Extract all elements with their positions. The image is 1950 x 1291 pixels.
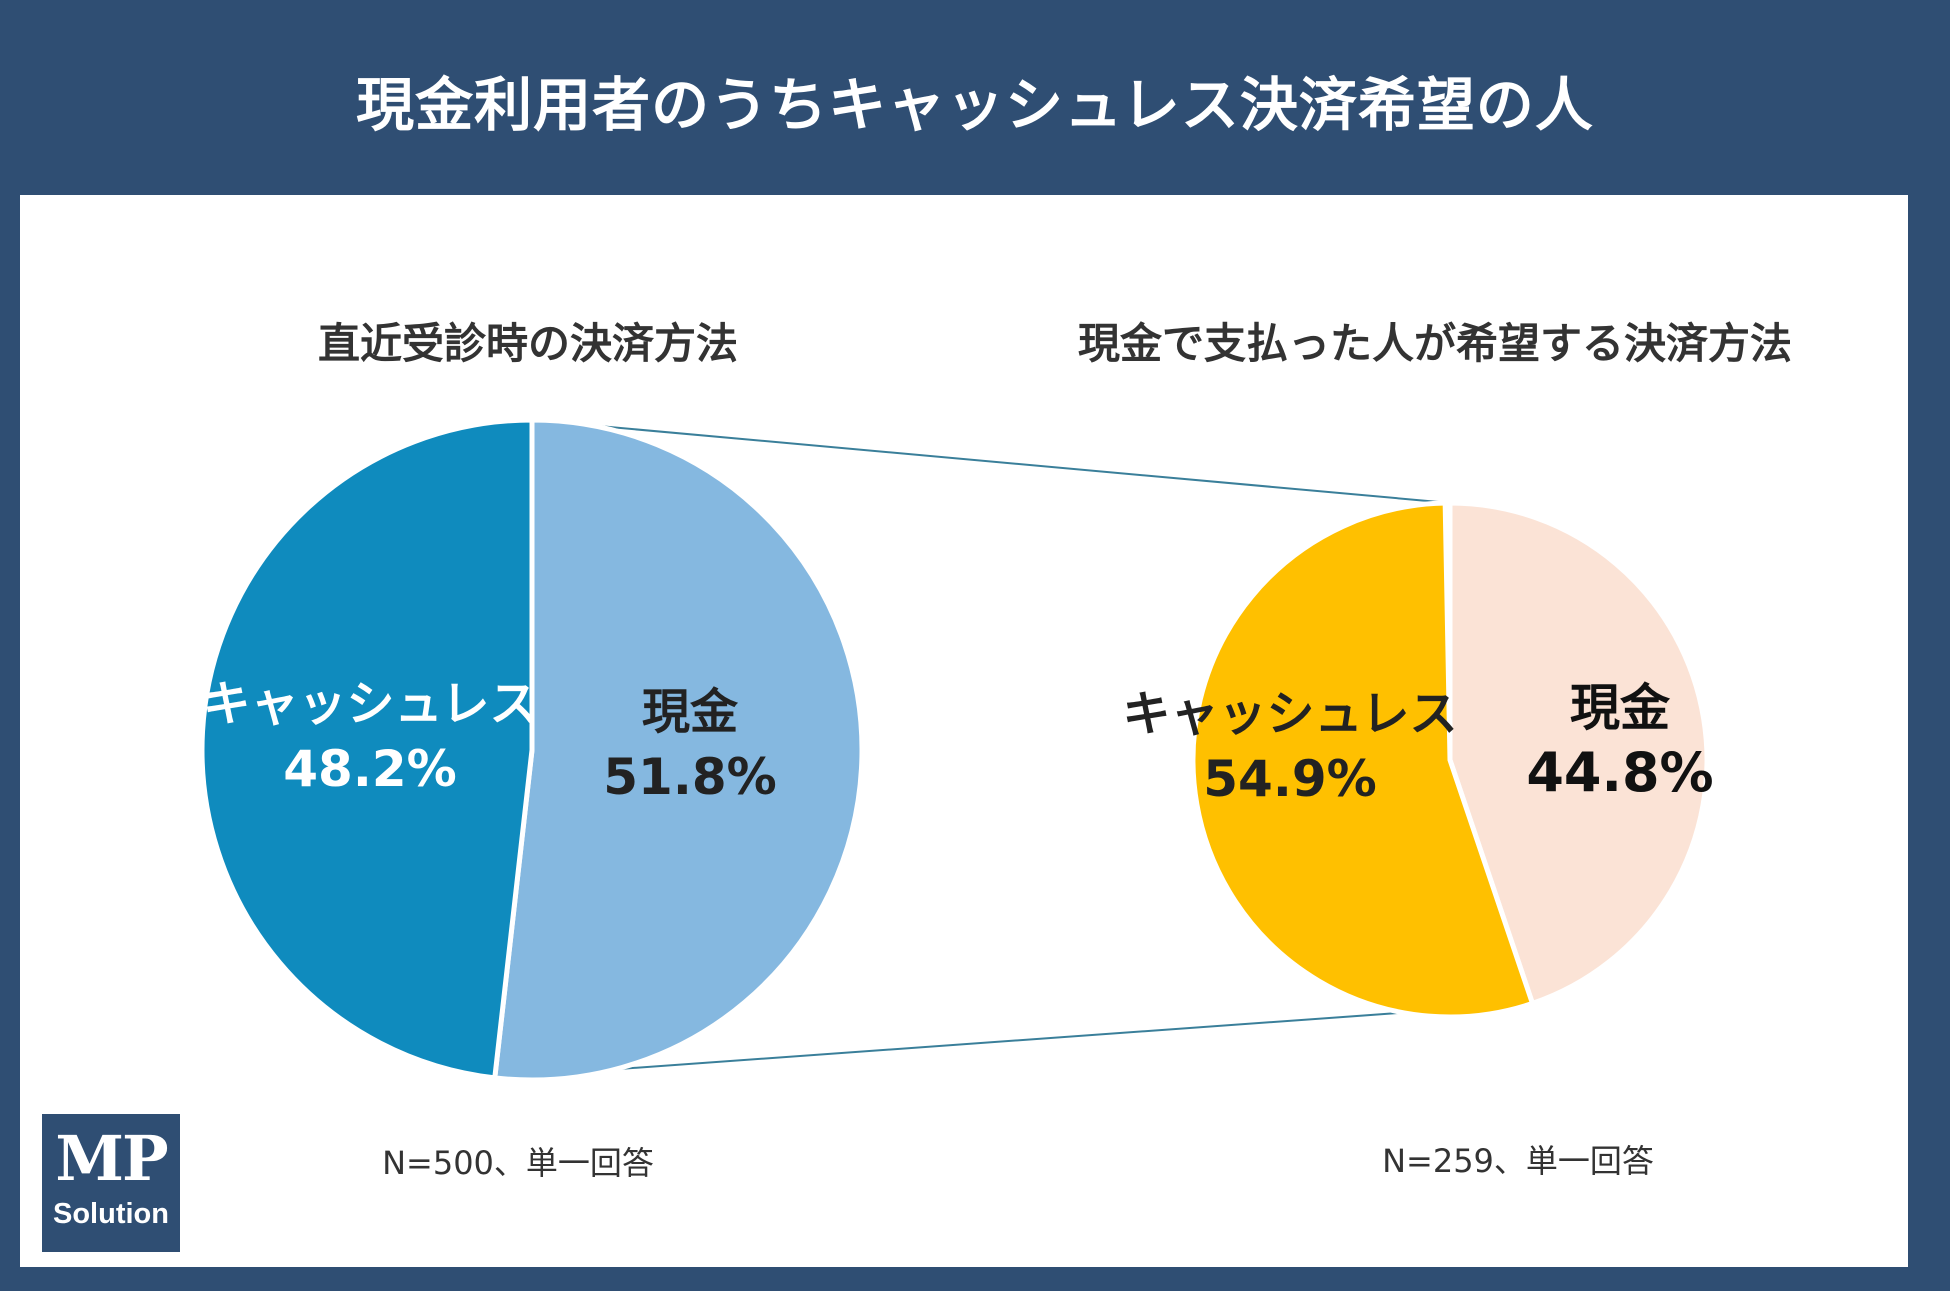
logo-text: Solution bbox=[53, 1198, 169, 1230]
pie0-label-cashless: キャッシュレス bbox=[202, 676, 537, 732]
left-chart-title: 直近受診時の決済方法 bbox=[318, 319, 738, 368]
connector-lines bbox=[494, 419, 1533, 1079]
right-chart-title: 現金で支払った人が希望する決済方法 bbox=[1078, 319, 1792, 368]
connector-top bbox=[531, 419, 1451, 504]
main-title: 現金利用者のうちキャッシュレス決済希望の人 bbox=[356, 71, 1594, 139]
right-chart-note: N=259、単一回答 bbox=[1382, 1142, 1654, 1180]
pie1-slice-cashless bbox=[1190, 500, 1536, 1020]
logo-mark: MP bbox=[55, 1122, 168, 1195]
left-chart-note: N=500、単一回答 bbox=[382, 1144, 654, 1182]
pie1-value-cashless: 54.9% bbox=[1203, 750, 1376, 808]
pie0-label-cash: 現金 bbox=[642, 684, 739, 740]
pie1-value-cash: 44.8% bbox=[1526, 741, 1713, 804]
pie1-slice-cash bbox=[1447, 500, 1710, 1007]
connector-bottom bbox=[494, 1002, 1533, 1079]
mp-solution-logo: MP Solution bbox=[40, 1112, 182, 1254]
pies bbox=[199, 417, 1710, 1083]
pie0-value-cash: 51.8% bbox=[603, 748, 776, 806]
pie0-value-cashless: 48.2% bbox=[283, 740, 456, 798]
pie0-slice-cashless bbox=[199, 417, 535, 1081]
pie1-label-cash: 現金 bbox=[1570, 679, 1671, 737]
pie1-label-cashless: キャッシュレス bbox=[1122, 686, 1457, 742]
pie0-slice-cash bbox=[491, 417, 865, 1083]
